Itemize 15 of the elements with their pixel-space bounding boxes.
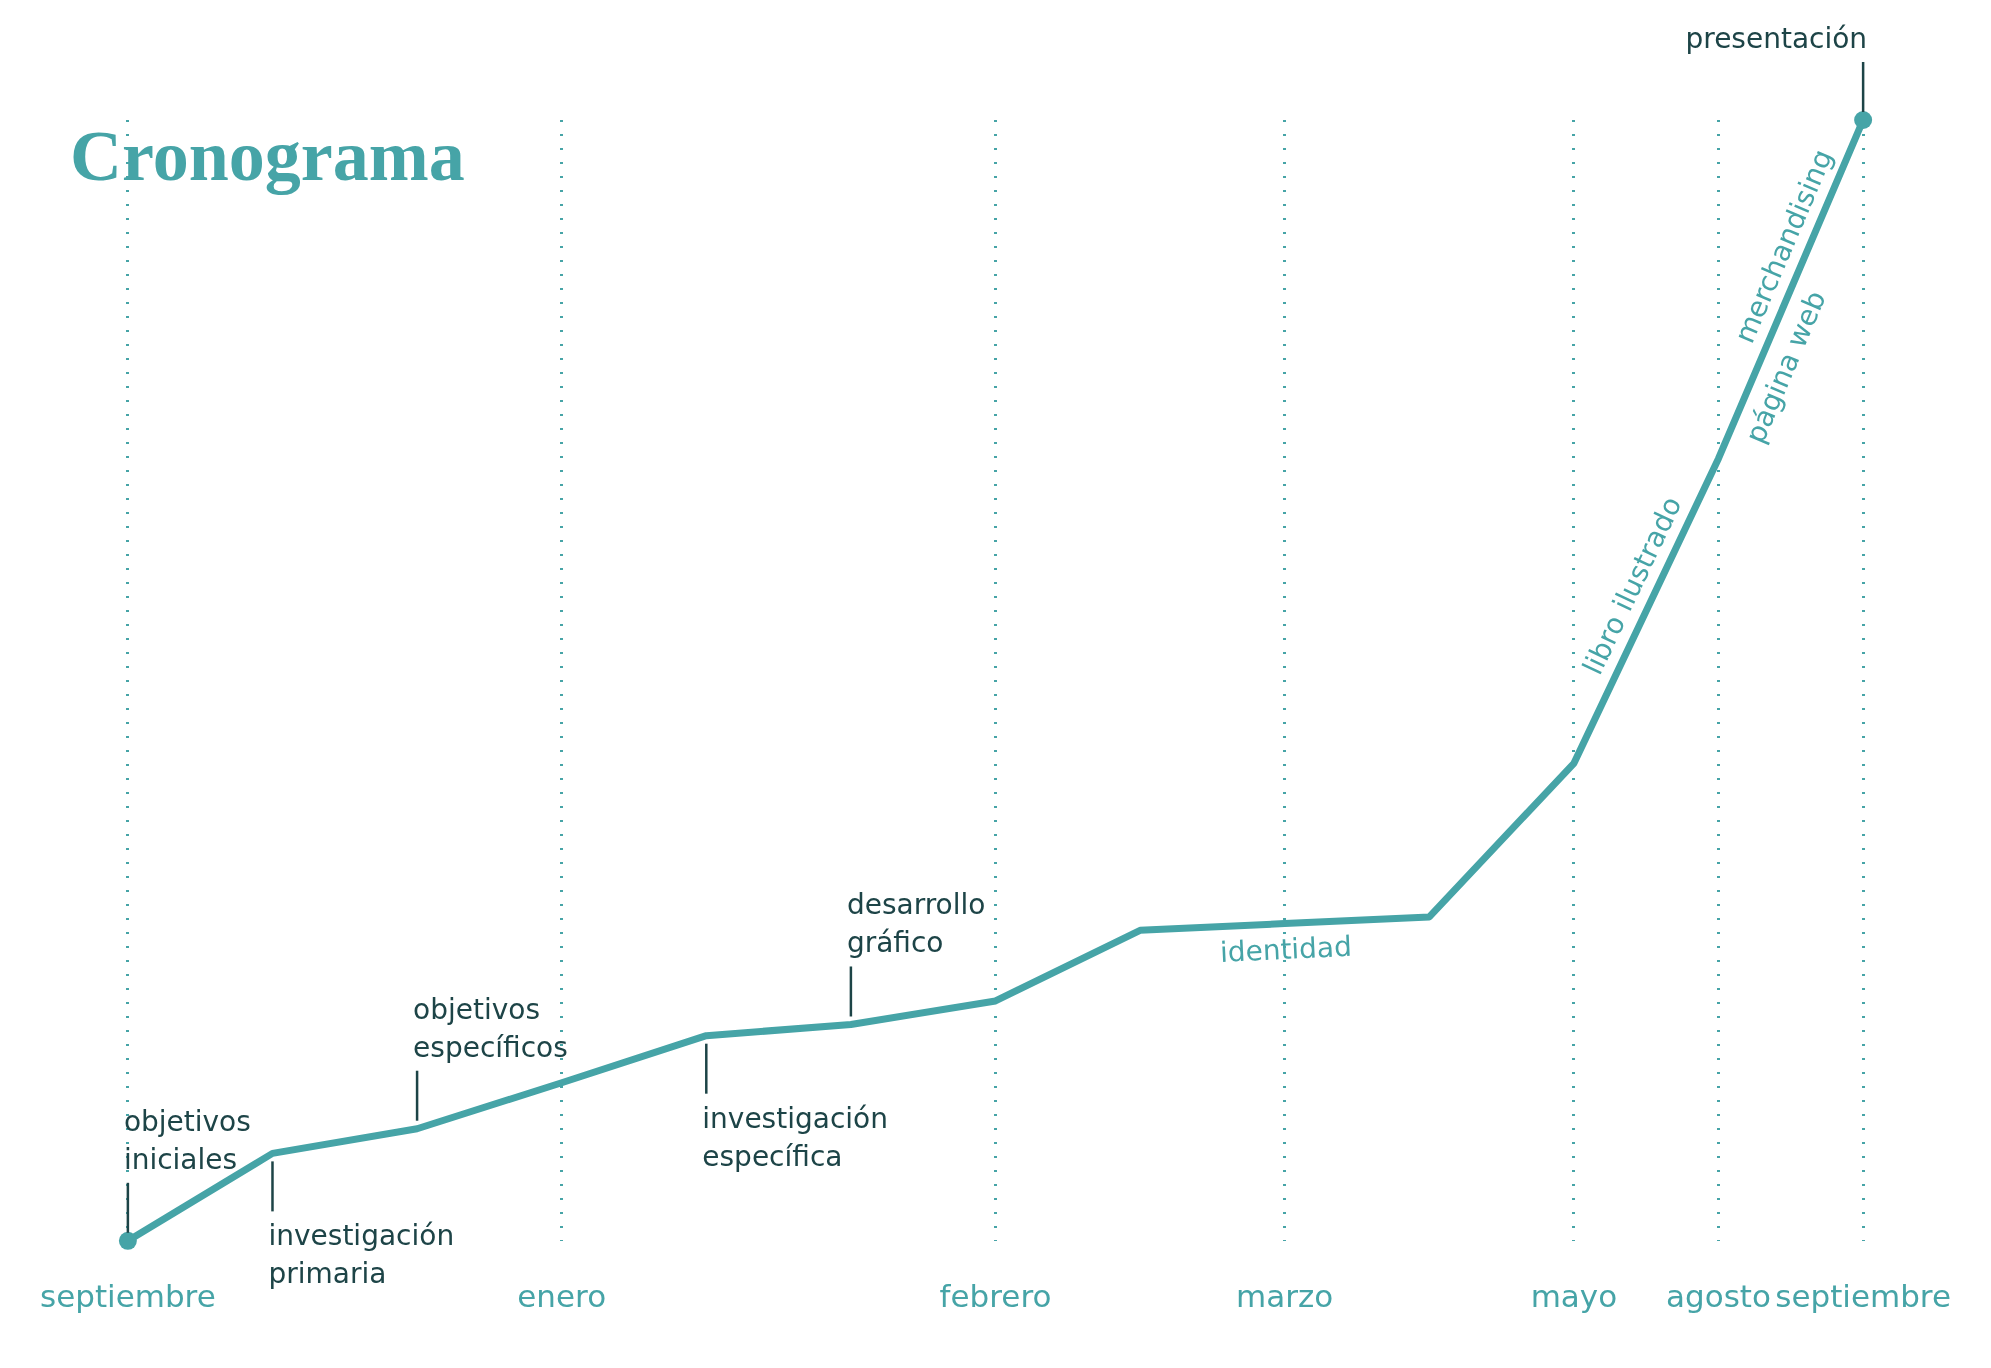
annotation: desarrollo gráfico	[846, 888, 986, 960]
annotation: objetivos específicos	[413, 992, 568, 1064]
annotation: investigación primaria	[268, 1219, 455, 1291]
x-tick-label: agosto	[1666, 1278, 1771, 1315]
chart-title: Cronograma	[70, 116, 465, 196]
annotation: identidad	[1219, 929, 1353, 969]
annotation: investigación específica	[702, 1101, 888, 1173]
text: presentación	[1685, 22, 1868, 55]
annotation: objetivos iniciales	[123, 1104, 251, 1176]
x-tick-label: febrero	[939, 1278, 1052, 1315]
x-tick-label: septiembre	[39, 1278, 216, 1315]
x-tick-label: septiembre	[1775, 1278, 1952, 1315]
x-tick-label: marzo	[1236, 1278, 1334, 1315]
x-tick-label: mayo	[1530, 1278, 1618, 1315]
x-tick-label: enero	[517, 1278, 607, 1315]
